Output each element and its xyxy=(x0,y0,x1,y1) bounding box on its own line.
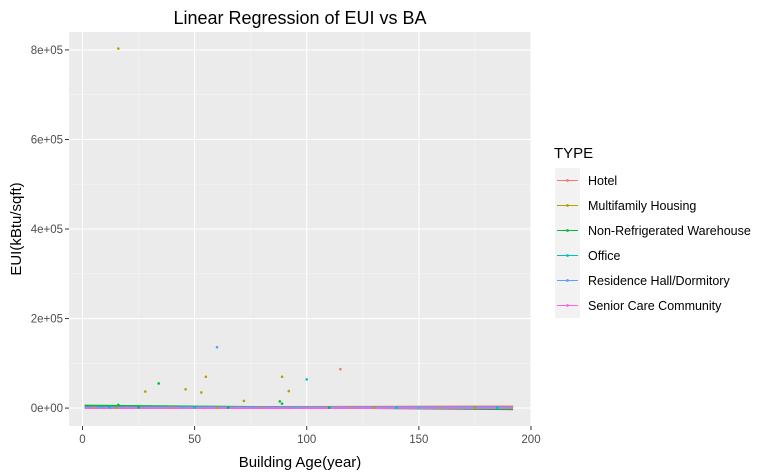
y-tick-label: 8e+05 xyxy=(31,45,63,57)
legend-point xyxy=(566,204,569,207)
legend: TYPE Hotel Multifamily Housing Non-Refrige… xyxy=(554,145,751,318)
legend-title: TYPE xyxy=(554,145,593,162)
data-point xyxy=(327,406,331,409)
y-axis: 0e+00 2e+05 4e+05 6e+05 8e+05 xyxy=(31,45,69,415)
data-point xyxy=(193,406,196,409)
legend-label: Non-Refrigerated Warehouse xyxy=(588,224,751,238)
legend-point xyxy=(566,229,569,232)
data-point xyxy=(157,382,161,385)
x-tick-label: 100 xyxy=(297,434,316,446)
legend-label: Hotel xyxy=(588,174,617,188)
data-point xyxy=(372,406,376,409)
data-point xyxy=(200,391,203,394)
data-point xyxy=(114,406,118,409)
data-point xyxy=(238,406,241,409)
data-point xyxy=(417,406,421,410)
data-point xyxy=(92,406,95,409)
data-point xyxy=(126,406,129,409)
data-point xyxy=(143,390,147,393)
data-point xyxy=(108,406,111,409)
data-point xyxy=(339,406,342,409)
data-point xyxy=(215,345,219,349)
data-point xyxy=(287,389,291,393)
data-point xyxy=(280,402,284,405)
data-point xyxy=(305,378,309,381)
data-point xyxy=(99,406,102,409)
y-tick-label: 4e+05 xyxy=(31,224,63,236)
legend-label: Office xyxy=(588,249,620,263)
x-tick-label: 200 xyxy=(521,434,540,446)
data-point xyxy=(395,406,398,409)
legend-point xyxy=(566,254,569,257)
y-axis-title: EUI(kBtu/sqft) xyxy=(8,182,25,275)
data-point xyxy=(451,406,454,409)
data-point xyxy=(137,406,140,409)
legend-label: Senior Care Community xyxy=(588,299,722,313)
data-point xyxy=(215,406,219,409)
data-point xyxy=(117,47,120,50)
data-point xyxy=(184,387,187,391)
data-point xyxy=(280,375,284,379)
y-tick-label: 0e+00 xyxy=(31,403,63,415)
legend-label: Multifamily Housing xyxy=(588,199,696,213)
data-point xyxy=(339,367,342,371)
data-points xyxy=(92,47,510,410)
x-tick-label: 0 xyxy=(79,434,85,446)
data-point xyxy=(350,406,353,409)
legend-point xyxy=(566,304,569,307)
data-point xyxy=(226,406,230,409)
data-point xyxy=(496,406,499,409)
data-point xyxy=(170,406,174,410)
data-point xyxy=(242,399,246,403)
x-axis-title: Building Age(year) xyxy=(239,454,362,471)
data-point xyxy=(278,400,282,403)
x-axis: 0 50 100 150 200 xyxy=(79,426,541,446)
data-point xyxy=(473,406,477,409)
regression-lines xyxy=(84,404,514,411)
y-tick-label: 2e+05 xyxy=(31,314,63,326)
legend-point xyxy=(566,179,569,182)
data-point xyxy=(439,406,443,409)
data-point xyxy=(182,406,185,409)
legend-label: Residence Hall/Dormitory xyxy=(588,274,730,288)
data-point xyxy=(507,406,510,409)
x-tick-label: 50 xyxy=(188,434,201,446)
data-point xyxy=(260,406,264,409)
chart-title: Linear Regression of EUI vs BA xyxy=(173,8,426,28)
data-point xyxy=(117,403,120,407)
data-point xyxy=(294,406,297,409)
x-tick-label: 150 xyxy=(409,434,428,446)
y-tick-label: 6e+05 xyxy=(31,134,63,146)
data-point xyxy=(204,375,208,379)
legend-point xyxy=(566,279,569,282)
